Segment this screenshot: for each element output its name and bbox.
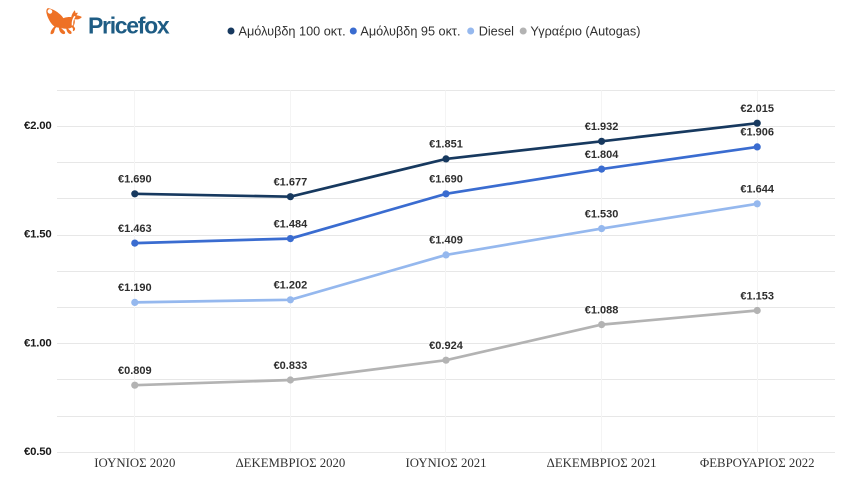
svg-text:€1.677: €1.677 — [274, 177, 308, 189]
svg-text:€0.924: €0.924 — [429, 340, 464, 352]
svg-text:ΙΟΥΝΙΟΣ 2020: ΙΟΥΝΙΟΣ 2020 — [94, 456, 175, 470]
svg-text:€1.088: €1.088 — [585, 304, 619, 316]
svg-text:€1.202: €1.202 — [274, 280, 308, 292]
svg-text:€1.530: €1.530 — [585, 208, 619, 220]
svg-text:ΦΕΒΡΟΥΑΡΙΟΣ 2022: ΦΕΒΡΟΥΑΡΙΟΣ 2022 — [700, 456, 815, 470]
svg-text:€1.153: €1.153 — [740, 290, 774, 302]
svg-text:€1.463: €1.463 — [118, 223, 152, 235]
svg-text:€1.484: €1.484 — [274, 218, 309, 230]
svg-text:€1.190: €1.190 — [118, 282, 152, 294]
svg-text:€0.809: €0.809 — [118, 365, 152, 377]
svg-text:€1.851: €1.851 — [429, 139, 463, 151]
svg-text:€1.690: €1.690 — [118, 174, 152, 186]
svg-text:ΔΕΚΕΜΒΡΙΟΣ 2021: ΔΕΚΕΜΒΡΙΟΣ 2021 — [547, 456, 657, 470]
svg-text:€1.50: €1.50 — [24, 229, 52, 241]
svg-text:ΙΟΥΝΙΟΣ 2021: ΙΟΥΝΙΟΣ 2021 — [405, 456, 486, 470]
svg-text:ΔΕΚΕΜΒΡΙΟΣ 2020: ΔΕΚΕΜΒΡΙΟΣ 2020 — [235, 456, 345, 470]
svg-text:€2.015: €2.015 — [740, 103, 774, 115]
svg-text:Pricefox: Pricefox — [88, 13, 170, 39]
svg-text:Diesel: Diesel — [479, 24, 514, 38]
svg-text:€1.00: €1.00 — [24, 337, 52, 349]
svg-text:€1.644: €1.644 — [740, 184, 775, 196]
svg-text:€1.690: €1.690 — [429, 174, 463, 186]
svg-text:€1.932: €1.932 — [585, 121, 619, 133]
svg-text:€1.409: €1.409 — [429, 235, 463, 247]
svg-text:€0.833: €0.833 — [274, 360, 308, 372]
svg-text:Υγραέριο (Autogas): Υγραέριο (Autogas) — [530, 24, 640, 38]
svg-text:Αμόλυβδη 100 οκτ.: Αμόλυβδη 100 οκτ. — [239, 24, 346, 38]
svg-text:€0.50: €0.50 — [24, 446, 52, 458]
svg-text:€2.00: €2.00 — [24, 120, 52, 132]
svg-text:€1.906: €1.906 — [740, 127, 774, 139]
svg-text:Αμόλυβδη 95 οκτ.: Αμόλυβδη 95 οκτ. — [360, 24, 460, 38]
svg-text:€1.804: €1.804 — [585, 149, 620, 161]
